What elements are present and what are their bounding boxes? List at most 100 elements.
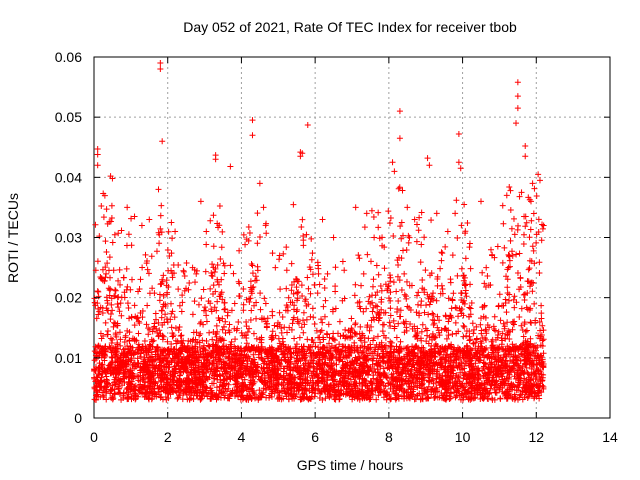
- data-point: [257, 290, 264, 297]
- data-point: [496, 344, 503, 351]
- data-point: [506, 183, 513, 190]
- data-point: [363, 305, 370, 312]
- data-point: [443, 335, 450, 342]
- data-point: [148, 253, 155, 260]
- data-point: [279, 338, 286, 345]
- data-point: [522, 223, 529, 230]
- data-point: [467, 281, 474, 288]
- data-point: [108, 215, 115, 222]
- data-point: [142, 251, 149, 258]
- data-point: [476, 354, 483, 361]
- data-point: [220, 377, 227, 384]
- data-point: [116, 329, 123, 336]
- data-point: [323, 330, 330, 337]
- data-point: [406, 304, 413, 311]
- data-point: [401, 395, 408, 402]
- data-point: [526, 307, 533, 314]
- data-point: [293, 345, 300, 352]
- data-point: [156, 240, 163, 247]
- data-point: [219, 228, 226, 235]
- data-point: [96, 233, 103, 240]
- data-point: [156, 231, 163, 238]
- data-point: [348, 315, 355, 322]
- data-point: [171, 365, 178, 372]
- data-point: [497, 317, 504, 324]
- data-point: [399, 187, 406, 194]
- data-point: [520, 231, 527, 238]
- data-point: [177, 333, 184, 340]
- data-point: [387, 338, 394, 345]
- data-point: [321, 313, 328, 320]
- data-point: [521, 368, 528, 375]
- data-point: [527, 226, 534, 233]
- data-point: [103, 206, 110, 213]
- data-point: [209, 336, 216, 343]
- data-point: [533, 231, 540, 238]
- data-point: [373, 262, 380, 269]
- data-point: [170, 332, 177, 339]
- data-point: [447, 362, 454, 369]
- data-point: [370, 334, 377, 341]
- data-point: [418, 328, 425, 335]
- data-point: [489, 396, 496, 403]
- data-point: [511, 293, 518, 300]
- data-point: [137, 276, 144, 283]
- data-point: [352, 281, 359, 288]
- data-point: [94, 288, 101, 295]
- data-point: [390, 232, 397, 239]
- data-point: [155, 319, 162, 326]
- data-point: [513, 387, 520, 394]
- data-point: [517, 274, 524, 281]
- data-point: [461, 282, 468, 289]
- data-point: [497, 382, 504, 389]
- data-point: [429, 376, 436, 383]
- data-point: [505, 264, 512, 271]
- data-point: [453, 330, 460, 337]
- data-point: [142, 393, 149, 400]
- data-point: [405, 239, 412, 246]
- data-point: [322, 297, 329, 304]
- data-point: [360, 270, 367, 277]
- data-point: [509, 252, 516, 259]
- data-point: [499, 330, 506, 337]
- data-point: [495, 328, 502, 335]
- data-point: [385, 295, 392, 302]
- data-point: [528, 320, 535, 327]
- data-point: [240, 231, 247, 238]
- data-point: [520, 291, 527, 298]
- data-point: [213, 350, 220, 357]
- data-point: [268, 334, 275, 341]
- data-point: [312, 380, 319, 387]
- data-point: [284, 329, 291, 336]
- data-point: [248, 260, 255, 267]
- data-point: [276, 252, 283, 259]
- data-point: [380, 332, 387, 339]
- data-point: [242, 241, 249, 248]
- data-point: [102, 274, 109, 281]
- data-point: [202, 268, 209, 275]
- data-point: [453, 393, 460, 400]
- data-point: [107, 286, 114, 293]
- data-point: [468, 346, 475, 353]
- data-point: [203, 228, 210, 235]
- data-point: [276, 256, 283, 263]
- data-point: [538, 237, 545, 244]
- data-point: [388, 339, 395, 346]
- data-point: [370, 276, 377, 283]
- data-point: [202, 377, 209, 384]
- data-point: [131, 322, 138, 329]
- data-point: [229, 356, 236, 363]
- data-point: [448, 305, 455, 312]
- data-point: [190, 329, 197, 336]
- data-point: [507, 207, 514, 214]
- data-point: [514, 360, 521, 367]
- data-point: [103, 396, 110, 403]
- data-point: [429, 330, 436, 337]
- data-point: [367, 258, 374, 265]
- data-point: [341, 267, 348, 274]
- data-point: [300, 395, 307, 402]
- data-point: [467, 355, 474, 362]
- data-point: [221, 270, 228, 277]
- data-point: [379, 328, 386, 335]
- data-point: [370, 304, 377, 311]
